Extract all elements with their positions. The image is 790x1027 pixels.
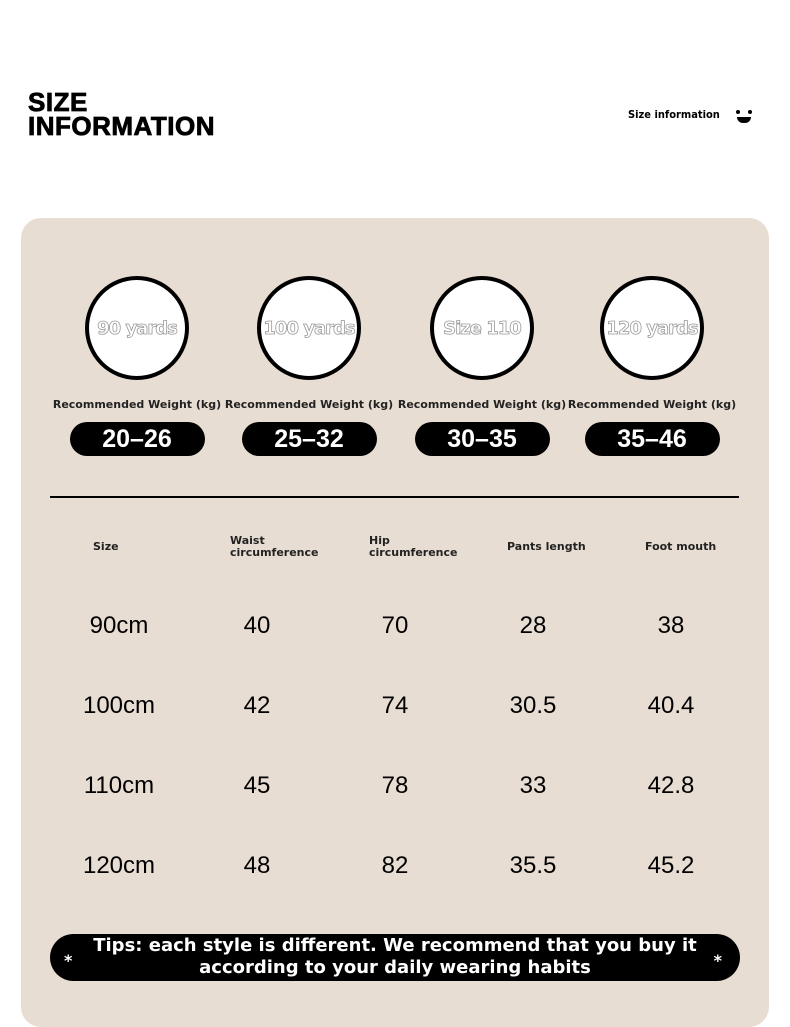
weight-range: 35–46 (584, 422, 720, 456)
table-cell: 82 (381, 852, 409, 879)
tips-banner: * Tips: each style is different. We reco… (50, 934, 740, 981)
column-header: Hip circumference (369, 534, 458, 559)
size-option: 100 yards Recommended Weight (kg) 25–32 (224, 276, 394, 456)
table-cell: 28 (519, 612, 547, 639)
weight-label: Recommended Weight (kg) (52, 398, 222, 411)
table-cell: 40 (243, 612, 271, 639)
table-cell: 70 (381, 612, 409, 639)
weight-label: Recommended Weight (kg) (567, 398, 737, 411)
table-cell: 100cm (82, 692, 156, 719)
size-option: Size 110 Recommended Weight (kg) 30–35 (397, 276, 567, 456)
tips-line-2: according to your daily wearing habits (199, 957, 591, 978)
weight-label: Recommended Weight (kg) (397, 398, 567, 411)
column-header: Pants length (507, 540, 586, 553)
table-cell: 30.5 (509, 692, 557, 719)
star-icon: * (713, 951, 722, 970)
size-option: 90 yards Recommended Weight (kg) 20–26 (52, 276, 222, 456)
table-cell: 45.2 (647, 852, 695, 879)
table-cell: 35.5 (509, 852, 557, 879)
table-cell: 110cm (83, 772, 155, 799)
weight-label: Recommended Weight (kg) (224, 398, 394, 411)
divider (50, 496, 739, 498)
column-header: Foot mouth (645, 540, 717, 553)
page-title: SIZE INFORMATION (28, 87, 215, 141)
star-icon: * (64, 951, 73, 970)
weight-range: 20–26 (69, 422, 205, 456)
table-cell: 120cm (82, 852, 156, 879)
tips-line-1: Tips: each style is different. We recomm… (93, 935, 697, 956)
table-cell: 78 (381, 772, 409, 799)
table-cell: 33 (519, 772, 547, 799)
table-cell: 90cm (89, 612, 149, 639)
size-information-label: Size information (628, 108, 720, 121)
size-circle: 100 yards (257, 276, 361, 380)
column-header: Size (93, 540, 119, 553)
table-cell: 48 (243, 852, 271, 879)
table-cell: 42 (243, 692, 271, 719)
weight-range: 25–32 (241, 422, 377, 456)
size-circle: 120 yards (600, 276, 704, 380)
size-circle: Size 110 (430, 276, 534, 380)
size-circle: 90 yards (85, 276, 189, 380)
table-cell: 74 (381, 692, 409, 719)
table-cell: 42.8 (647, 772, 695, 799)
size-option: 120 yards Recommended Weight (kg) 35–46 (567, 276, 737, 456)
table-cell: 45 (243, 772, 271, 799)
column-header: Waist circumference (230, 534, 319, 559)
smiley-face-icon (735, 108, 755, 126)
table-cell: 38 (657, 612, 685, 639)
weight-range: 30–35 (414, 422, 550, 456)
table-cell: 40.4 (647, 692, 695, 719)
